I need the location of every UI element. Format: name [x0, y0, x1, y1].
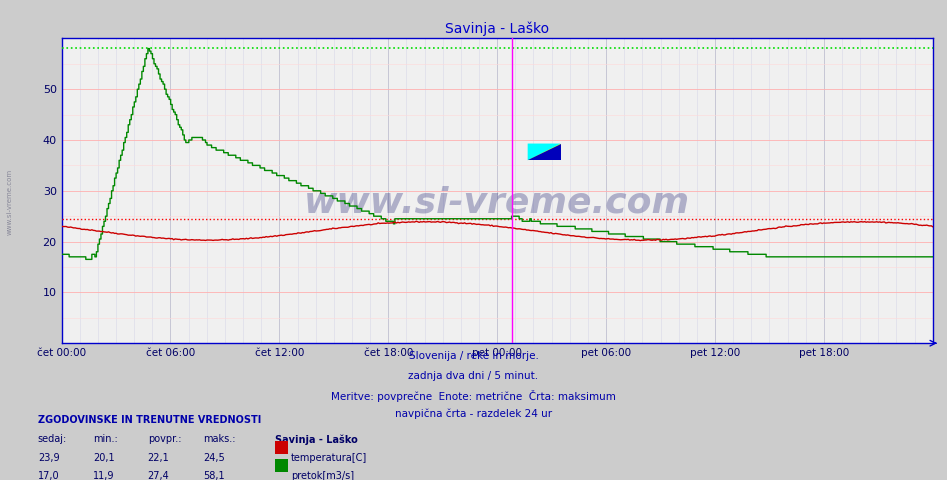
- Text: 27,4: 27,4: [148, 471, 170, 480]
- Text: povpr.:: povpr.:: [148, 434, 181, 444]
- Text: min.:: min.:: [93, 434, 117, 444]
- Text: www.si-vreme.com: www.si-vreme.com: [7, 168, 12, 235]
- Text: www.si-vreme.com: www.si-vreme.com: [304, 186, 690, 220]
- Text: maks.:: maks.:: [204, 434, 236, 444]
- Text: navpična črta - razdelek 24 ur: navpična črta - razdelek 24 ur: [395, 409, 552, 420]
- Text: 22,1: 22,1: [148, 453, 170, 463]
- Text: 20,1: 20,1: [93, 453, 115, 463]
- Text: 11,9: 11,9: [93, 471, 115, 480]
- Text: zadnja dva dni / 5 minut.: zadnja dva dni / 5 minut.: [408, 371, 539, 381]
- Text: 24,5: 24,5: [204, 453, 225, 463]
- Text: 58,1: 58,1: [204, 471, 225, 480]
- Text: Slovenija / reke in morje.: Slovenija / reke in morje.: [408, 351, 539, 361]
- Text: 17,0: 17,0: [38, 471, 60, 480]
- Bar: [527, 144, 561, 160]
- Title: Savinja - Laško: Savinja - Laško: [445, 21, 549, 36]
- Text: ZGODOVINSKE IN TRENUTNE VREDNOSTI: ZGODOVINSKE IN TRENUTNE VREDNOSTI: [38, 415, 261, 425]
- Polygon shape: [527, 144, 561, 160]
- Text: temperatura[C]: temperatura[C]: [291, 453, 367, 463]
- Text: pretok[m3/s]: pretok[m3/s]: [291, 471, 354, 480]
- Text: Savinja - Laško: Savinja - Laško: [275, 434, 357, 445]
- Text: sedaj:: sedaj:: [38, 434, 67, 444]
- Text: 23,9: 23,9: [38, 453, 60, 463]
- Text: Meritve: povprečne  Enote: metrične  Črta: maksimum: Meritve: povprečne Enote: metrične Črta:…: [331, 390, 616, 402]
- Polygon shape: [527, 144, 561, 160]
